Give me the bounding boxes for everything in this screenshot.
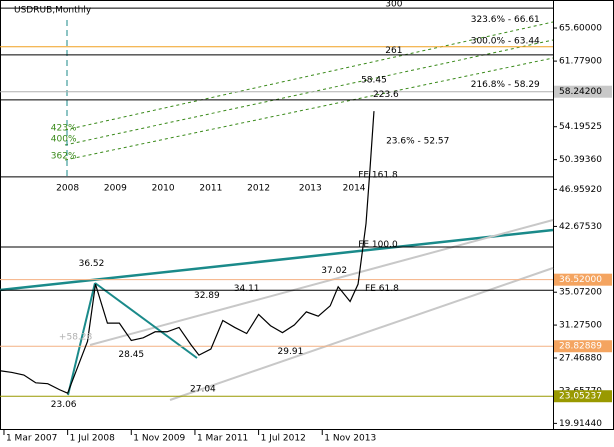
price-label-box [554, 340, 612, 353]
chart-title: USDRUB,Monthly [14, 6, 92, 16]
annotation: 323.6% - 66.61 [471, 15, 540, 25]
y-tick-label: 61.77900 [559, 57, 602, 67]
price-label-box [554, 273, 612, 286]
wave-line [67, 282, 96, 396]
y-tick-label: 35.07200 [559, 288, 602, 298]
annotation: 2011 [199, 184, 222, 194]
annotation: 423% [51, 124, 77, 134]
annotation: 400% [51, 135, 77, 145]
x-tick-label: 1 Nov 2013 [324, 434, 376, 444]
x-tick-label: 1 Mar 2011 [197, 434, 248, 444]
y-tick-label: 50.39360 [559, 155, 602, 165]
annotation: 223.6 [373, 90, 399, 100]
annotation: 300 [385, 0, 402, 9]
annotation: 2010 [152, 184, 175, 194]
annotation: 27.04 [190, 384, 216, 394]
price-axis [553, 0, 614, 430]
annotation: 29.91 [278, 347, 304, 357]
price-label: 28.82889 [559, 342, 602, 352]
price-label: 58.24200 [559, 87, 602, 97]
y-tick-label: 27.46880 [559, 354, 602, 364]
annotation: 28.45 [118, 350, 144, 360]
channel-line [89, 219, 554, 346]
plot-frame [0, 0, 554, 430]
annotation: 36.52 [79, 259, 105, 269]
wave-line [94, 282, 198, 359]
annotation: 58.45 [361, 75, 387, 85]
price-label: 36.52000 [559, 275, 602, 285]
fan-line [64, 57, 554, 161]
y-tick-label: 65.60000 [559, 24, 602, 34]
x-tick-label: 1 Nov 2009 [133, 434, 185, 444]
annotation: 32.89 [194, 291, 220, 301]
x-tick-label: 1 Mar 2007 [6, 434, 57, 444]
y-tick-label: 54.19525 [559, 122, 602, 132]
annotation: 362% [51, 152, 77, 162]
y-tick-label: 42.67530 [559, 222, 602, 232]
annotation: FE 161.8 [358, 171, 398, 181]
annotation: +58.28 [59, 332, 93, 342]
fan-line [64, 39, 554, 146]
fan-line [64, 21, 554, 131]
y-tick-label: 31.27500 [559, 321, 602, 331]
price-label-box [554, 85, 612, 98]
annotation: FE 100.0 [358, 240, 398, 250]
annotation: 2013 [299, 184, 322, 194]
price-line [0, 111, 375, 395]
annotation: 2014 [343, 184, 366, 194]
annotation: 2012 [247, 184, 270, 194]
y-tick-label: 19.91440 [559, 419, 602, 429]
annotation: 216.8% - 58.29 [471, 80, 540, 90]
annotation: 37.02 [321, 266, 347, 276]
y-tick-label: 46.95920 [559, 185, 602, 195]
annotation: 23.06 [51, 400, 77, 410]
x-tick-label: 1 Jul 2012 [261, 434, 306, 444]
price-label-box [554, 390, 612, 403]
price-label: 23.05237 [559, 392, 602, 402]
annotation: 2009 [104, 184, 127, 194]
x-tick-label: 1 Jul 2008 [70, 434, 115, 444]
annotation: 34.11 [234, 284, 260, 294]
annotation: FE 61.8 [365, 284, 399, 294]
annotation: 23.6% - 52.57 [386, 136, 449, 146]
annotation: 261 [385, 46, 402, 56]
annotation: 300.0% - 63.44 [471, 37, 540, 47]
annotation: 2008 [56, 184, 79, 194]
